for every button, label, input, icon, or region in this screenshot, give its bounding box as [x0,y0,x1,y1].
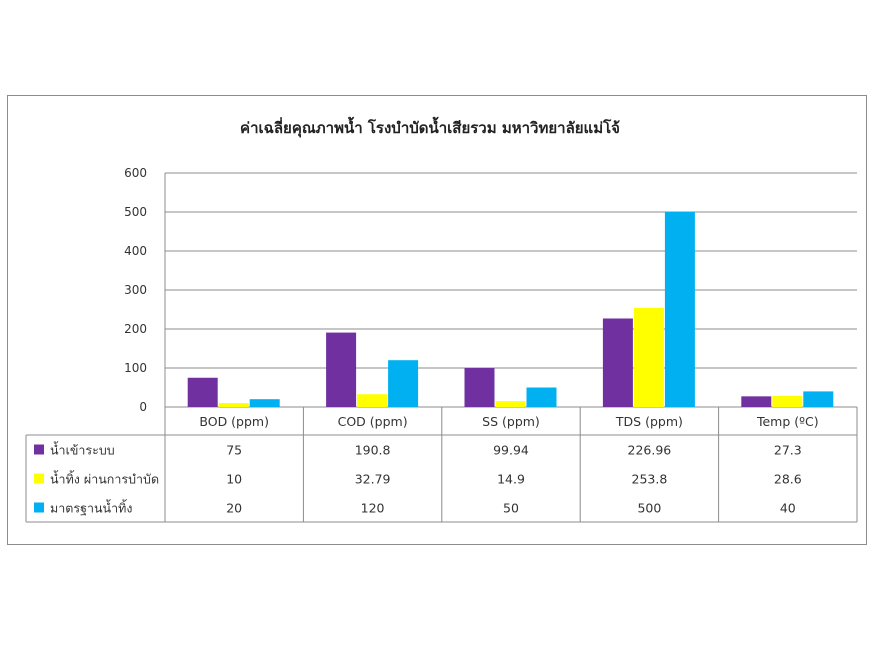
legend-swatch [34,473,44,484]
chart-frame: ค่าเฉลี่ยคุณภาพน้ำ โรงบำบัดน้ำเสียรวม มห… [7,95,867,545]
x-category-label: Temp (ºC) [756,414,819,429]
data-label: 40 [780,501,796,516]
y-tick-label: 100 [124,361,147,375]
data-label: 27.3 [774,443,802,458]
y-tick-label: 500 [124,205,147,219]
y-tick-label: 400 [124,244,147,258]
data-label: 50 [503,501,519,516]
x-category-label: TDS (ppm) [615,414,683,429]
data-table: BOD (ppm) COD (ppm) SS (ppm) TDS (ppm) Temp … [25,407,858,523]
chart-title: ค่าเฉลี่ยคุณภาพน้ำ โรงบำบัดน้ำเสียรวม มห… [240,116,620,138]
bar-1-3 [464,368,495,407]
bar-2-5 [772,395,803,407]
data-label: 28.6 [774,472,802,487]
data-label: 500 [637,501,661,516]
bar-1-4 [602,318,633,407]
bar-1-5 [741,396,772,407]
x-category-label: BOD (ppm) [199,414,269,429]
y-tick-label: 0 [139,400,147,414]
bar-3-4 [664,212,695,407]
y-axis-ticks: 0 100 200 300 400 500 600 [124,166,147,414]
bar-3-1 [249,399,280,407]
y-tick-label: 300 [124,283,147,297]
x-category-label: COD (ppm) [338,414,408,429]
bar-1-2 [326,332,357,407]
data-label: 32.79 [355,472,391,487]
data-label: 14.9 [497,472,525,487]
y-tick-label: 600 [124,166,147,180]
chart-svg: ค่าเฉลี่ยคุณภาพน้ำ โรงบำบัดน้ำเสียรวม มห… [25,116,858,523]
bar-1-1 [187,377,218,407]
data-label: 226.96 [628,443,672,458]
bar-3-3 [526,387,557,407]
legend-swatch [34,444,44,455]
bar-2-4 [633,308,664,407]
data-label: 10 [226,472,242,487]
legend-swatch [34,502,44,513]
x-category-label: SS (ppm) [482,414,540,429]
data-label: 20 [226,501,242,516]
data-label: 190.8 [355,443,391,458]
legend-label: น้ำเข้าระบบ [50,441,115,458]
data-label: 75 [226,443,242,458]
bar-2-2 [357,394,388,407]
grid-layer [164,172,857,408]
legend-label: มาตรฐานน้ำทิ้ง [50,499,132,516]
bar-3-5 [803,391,834,407]
data-label: 253.8 [632,472,668,487]
bar-2-1 [218,403,249,407]
data-label: 99.94 [493,443,529,458]
bar-layer [187,212,834,407]
bar-3-2 [388,360,419,407]
data-label: 120 [361,501,385,516]
bar-2-3 [495,401,526,407]
y-tick-label: 200 [124,322,147,336]
legend-label: น้ำทิ้ง ผ่านการบำบัด [50,470,159,487]
